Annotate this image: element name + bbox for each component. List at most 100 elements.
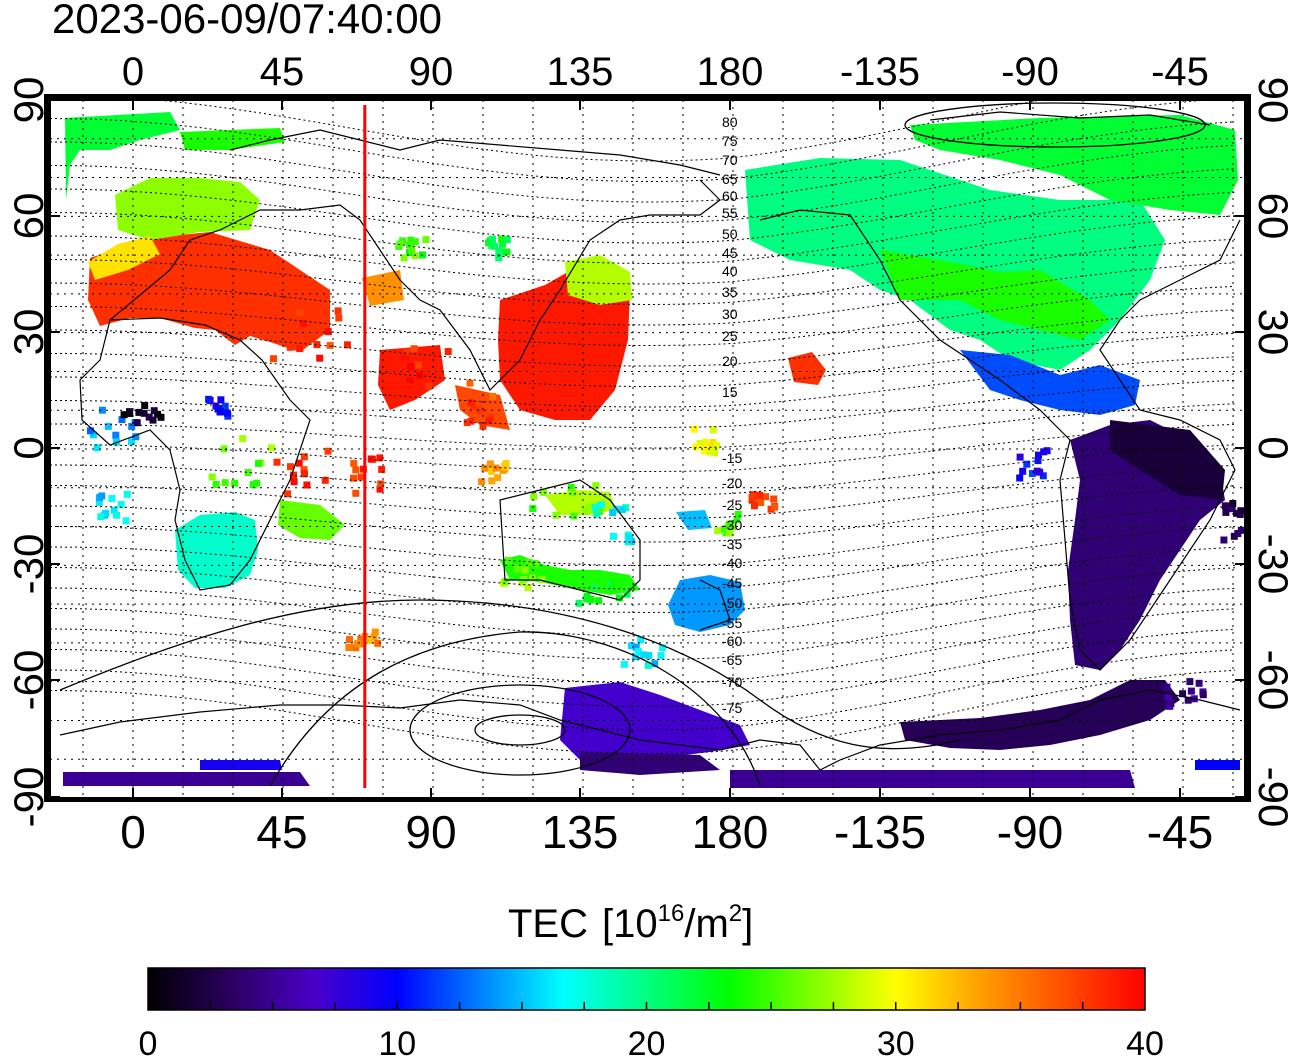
tec-scatter-point [140,409,148,417]
lon-label-top: -135 [840,50,920,94]
tec-scatter-point [126,410,134,417]
tec-scatter-point [634,648,642,655]
tec-scatter-point [93,444,101,452]
lon-label-bottom: 45 [256,806,307,858]
tec-scatter-point [326,341,334,349]
tec-region-antarctica-dark [580,752,720,775]
magnetic-contour [151,100,1044,162]
lon-label-top: -90 [1001,50,1059,94]
tec-scatter-point [1039,472,1047,480]
tec-scatter-point [268,444,275,452]
tec-scatter-point [104,422,112,430]
contour-label: 15 [722,384,738,400]
tec-scatter-point [407,236,415,244]
tec-scatter-point [1195,679,1203,687]
map-timestamp: 2023-06-09/07:40:00 [52,0,442,42]
tec-scatter-point [335,314,343,322]
tec-scatter-point [623,590,631,598]
tec-scatter-point [504,557,512,564]
contour-label: 30 [722,306,738,322]
magnetic-contour [50,144,1236,224]
tec-scatter-point [295,459,303,467]
frame-bar-top [45,94,1250,100]
tec-scatter-point [352,466,360,474]
tec-region-hawaii [788,352,826,385]
tec-scatter-point [591,503,599,511]
colorbar-tick-label: 0 [139,1025,158,1057]
tec-scatter-point [132,433,140,441]
frame-bar-right [1245,94,1251,802]
tec-scatter-point [406,241,414,249]
tec-scatter-point [609,509,617,517]
tec-scatter-point [112,431,120,439]
tec-scatter-point [239,435,247,443]
tec-scatter-point [709,443,717,451]
tec-scatter-point [1163,683,1171,691]
tec-region-us-green [880,250,1110,340]
tec-scatter-point [476,406,484,414]
tec-scatter-point [498,235,506,243]
tec-scatter-point [133,419,141,427]
tec-scatter-point [1186,678,1194,686]
lon-label-top: 135 [547,50,614,94]
tec-region-south-pole-band-a [63,772,310,786]
contour-label: 70 [722,152,738,168]
tec-scatter-point [706,448,714,456]
tec-scatter-point [482,408,489,416]
tec-scatter-point [1228,505,1236,513]
tec-scatter-point [400,254,408,262]
tec-scatter-point [501,578,509,585]
tec-scatter-point [255,459,262,467]
tec-scatter-point [123,490,131,498]
tec-scatter-point [757,499,765,507]
tec-scatter-point [376,485,384,493]
tec-scatter-point [481,464,489,472]
lat-label-right: 0 [1250,436,1294,459]
tec-region-south-pole-band-d [1195,760,1240,770]
tec-scatter-point [217,396,225,404]
tec-scatter-point [1236,511,1244,518]
lon-label-top: -45 [1151,50,1209,94]
tec-scatter-point [231,479,239,487]
tec-scatter-point [525,558,533,566]
colorbar-unit-exponent-2: 2 [728,900,743,927]
tec-scatter-point [494,474,502,482]
tec-scatter-point [463,395,471,403]
colorbar-unit-exponent: 16 [657,900,685,927]
tec-scatter-point [1043,447,1051,455]
tec-scatter-point [514,565,522,573]
tec-scatter-point [644,661,652,669]
tec-scatter-point [296,345,304,353]
magnetic-contour [50,505,1236,566]
tec-scatter-point [87,427,94,435]
tec-scatter-point [371,628,379,636]
tec-scatter-point [569,489,577,496]
lat-label-right: 30 [1250,309,1294,356]
tec-scatter-point [249,481,257,489]
tec-scatter-point [1035,451,1042,459]
contour-label: 40 [722,263,738,279]
tec-scatter-point [610,579,618,587]
lon-label-top: 180 [697,50,764,94]
tec-scatter-point [98,492,106,500]
tec-scatter-point [583,595,591,603]
lon-label-bottom: 135 [542,806,619,858]
lon-label-bottom: -45 [1147,806,1213,858]
tec-scatter-point [422,236,430,244]
tec-scatter-point [350,459,358,467]
tec-scatter-point [154,410,162,418]
tec-scatter-point [463,419,471,427]
contour-label: 25 [722,328,738,344]
contour-label: 80 [722,114,738,130]
tec-scatter-point [403,348,411,356]
tec-scatter-point [1220,536,1228,544]
lat-labels-right: 90 60 30 0 -30 -60 -90 [1250,77,1294,828]
tec-scatter-point [118,416,126,424]
tec-scatter-point [145,413,153,421]
lat-label-right: 90 [1250,77,1294,124]
colorbar-tick-label: 30 [877,1025,915,1057]
colorbar-tick-label: 40 [1126,1025,1164,1057]
tec-scatter-point [270,355,277,363]
lat-label-left: -90 [5,767,52,828]
